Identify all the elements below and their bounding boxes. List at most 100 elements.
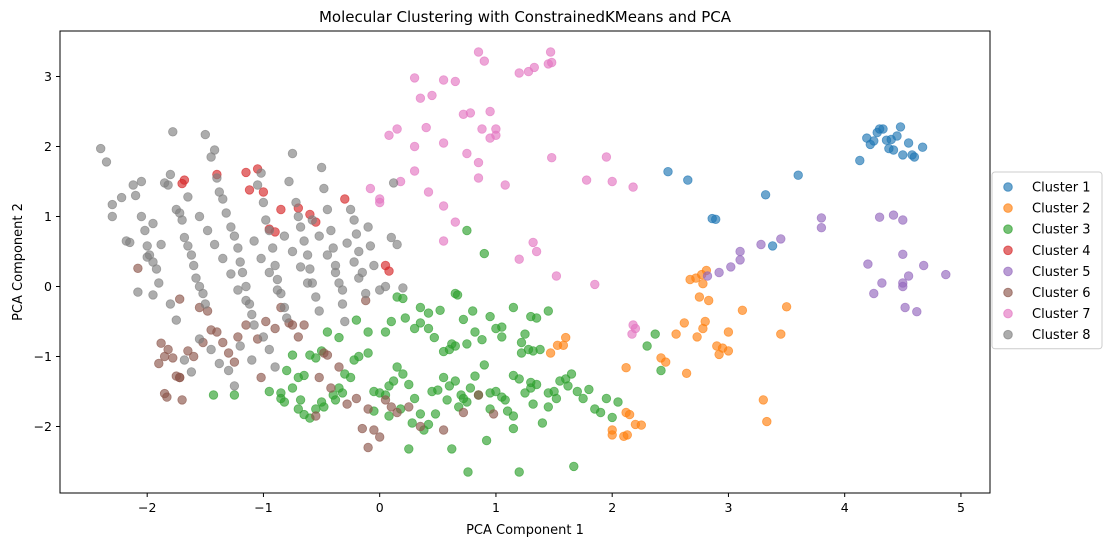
- data-point: [174, 372, 185, 383]
- data-point: [214, 358, 225, 369]
- data-point: [276, 204, 286, 215]
- data-point: [363, 348, 373, 358]
- data-point: [208, 390, 219, 400]
- data-point: [183, 346, 193, 356]
- data-point: [345, 204, 356, 215]
- data-point: [212, 327, 222, 337]
- data-point: [179, 355, 190, 365]
- data-point: [174, 294, 185, 304]
- data-point: [136, 176, 147, 187]
- data-point: [101, 157, 112, 167]
- data-point: [516, 337, 527, 348]
- x-tick-label: −1: [254, 500, 272, 515]
- data-point: [491, 386, 501, 397]
- data-point: [156, 239, 166, 250]
- x-tick-label: 0: [376, 500, 384, 515]
- data-point: [895, 122, 906, 132]
- data-point: [349, 215, 359, 225]
- data-point: [361, 288, 371, 299]
- data-point: [762, 416, 772, 427]
- data-point: [863, 259, 873, 269]
- data-point: [683, 175, 693, 185]
- x-axis-ticks: −2 −1 0 1 2 3 4 5: [138, 493, 965, 515]
- data-point: [711, 214, 721, 225]
- data-point: [218, 253, 228, 264]
- legend-label: Cluster 1: [1032, 181, 1091, 196]
- data-point: [427, 90, 437, 101]
- data-point: [462, 225, 472, 236]
- data-point: [528, 237, 538, 248]
- data-point: [342, 238, 352, 248]
- data-point: [349, 257, 359, 267]
- data-point: [319, 183, 329, 194]
- data-point: [249, 320, 259, 330]
- data-point: [421, 122, 431, 133]
- data-point: [380, 395, 391, 405]
- series-cluster-6: [133, 263, 499, 453]
- data-point: [270, 260, 280, 271]
- data-point: [760, 190, 771, 200]
- data-point: [200, 129, 211, 140]
- data-point: [552, 340, 563, 351]
- data-point: [458, 407, 469, 418]
- data-point: [229, 357, 240, 367]
- data-point: [226, 222, 236, 232]
- data-point: [438, 138, 449, 148]
- data-point: [264, 344, 275, 355]
- data-point: [737, 305, 748, 316]
- data-point: [233, 285, 243, 295]
- legend-marker: [1003, 182, 1013, 192]
- data-point: [526, 383, 536, 393]
- data-point: [479, 248, 490, 259]
- data-point: [229, 381, 240, 391]
- data-point: [311, 292, 321, 302]
- data-point: [423, 187, 434, 197]
- data-point: [264, 225, 275, 236]
- data-point: [179, 232, 190, 243]
- data-point: [566, 369, 577, 379]
- data-point: [212, 173, 222, 183]
- data-point: [473, 173, 484, 183]
- data-point: [307, 215, 318, 225]
- data-point: [188, 260, 199, 271]
- data-point: [793, 170, 803, 180]
- data-point: [500, 180, 510, 190]
- data-point: [354, 246, 364, 257]
- data-point: [293, 211, 304, 222]
- y-tick-label: 3: [44, 69, 52, 84]
- data-point: [386, 402, 397, 412]
- data-point: [898, 249, 908, 260]
- data-point: [776, 234, 786, 244]
- data-point: [520, 329, 530, 339]
- data-point: [723, 346, 734, 356]
- data-point: [877, 278, 887, 288]
- x-axis-label: PCA Component 1: [466, 523, 584, 538]
- data-point: [607, 412, 617, 423]
- x-tick-label: 2: [608, 500, 616, 515]
- data-point: [547, 57, 557, 68]
- data-point: [447, 444, 457, 454]
- data-point: [354, 351, 364, 362]
- data-point: [400, 313, 411, 323]
- data-point: [543, 306, 554, 316]
- data-point: [322, 250, 333, 260]
- data-point: [545, 348, 556, 358]
- data-point: [140, 225, 150, 236]
- series-cluster-1: [663, 122, 928, 251]
- data-point: [194, 211, 205, 222]
- data-point: [409, 166, 420, 176]
- data-point: [537, 418, 548, 428]
- data-point: [302, 250, 313, 260]
- data-point: [543, 402, 554, 412]
- data-point: [671, 329, 681, 339]
- data-point: [892, 131, 902, 141]
- legend-label: Cluster 8: [1032, 328, 1091, 343]
- data-point: [438, 346, 449, 357]
- data-point: [345, 372, 356, 383]
- data-point: [497, 332, 507, 342]
- data-point: [221, 208, 231, 218]
- legend-label: Cluster 7: [1032, 307, 1091, 322]
- data-point: [337, 299, 348, 309]
- data-point: [578, 393, 588, 404]
